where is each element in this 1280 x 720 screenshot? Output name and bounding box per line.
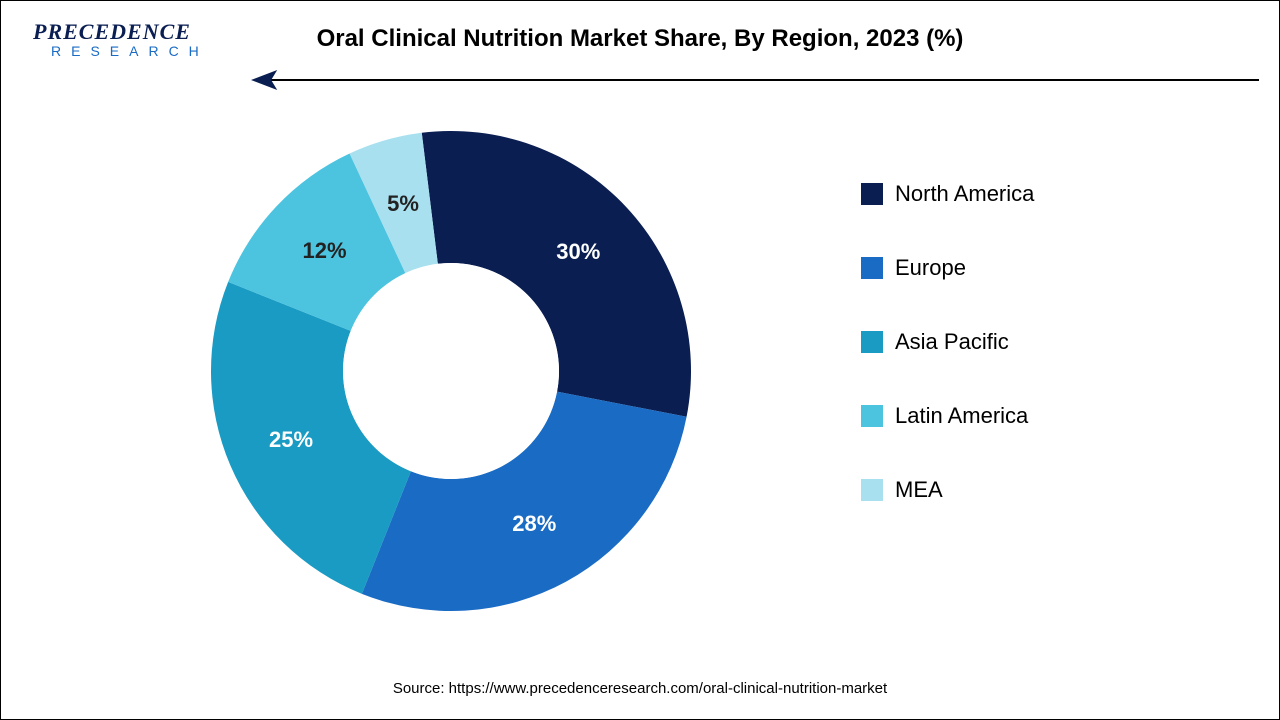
slice-label-mea: 5%: [387, 191, 419, 217]
donut-chart: 30% 28% 25% 12% 5%: [211, 131, 691, 611]
legend-swatch: [861, 405, 883, 427]
legend-item-latin-america: Latin America: [861, 403, 1034, 429]
legend-item-europe: Europe: [861, 255, 1034, 281]
legend-swatch: [861, 257, 883, 279]
legend-label: MEA: [895, 477, 943, 503]
slice-label-north-america: 30%: [556, 239, 600, 265]
legend-label: Europe: [895, 255, 966, 281]
title-underline-arrow: [251, 79, 1259, 81]
slice-label-europe: 28%: [512, 511, 556, 537]
source-caption: Source: https://www.precedenceresearch.c…: [1, 680, 1279, 697]
chart-frame: PRECEDENCE RESEARCH Oral Clinical Nutrit…: [0, 0, 1280, 720]
legend-label: Asia Pacific: [895, 329, 1009, 355]
legend-item-mea: MEA: [861, 477, 1034, 503]
legend: North America Europe Asia Pacific Latin Ame…: [861, 181, 1034, 503]
legend-item-north-america: North America: [861, 181, 1034, 207]
donut-hole: [343, 263, 559, 479]
slice-label-latin-america: 12%: [303, 238, 347, 264]
arrow-icon: [251, 68, 1259, 92]
slice-label-asia-pacific: 25%: [269, 427, 313, 453]
legend-label: Latin America: [895, 403, 1028, 429]
legend-swatch: [861, 479, 883, 501]
chart-title: Oral Clinical Nutrition Market Share, By…: [1, 25, 1279, 53]
donut-svg: [211, 131, 691, 611]
legend-item-asia-pacific: Asia Pacific: [861, 329, 1034, 355]
legend-swatch: [861, 183, 883, 205]
legend-swatch: [861, 331, 883, 353]
legend-label: North America: [895, 181, 1034, 207]
